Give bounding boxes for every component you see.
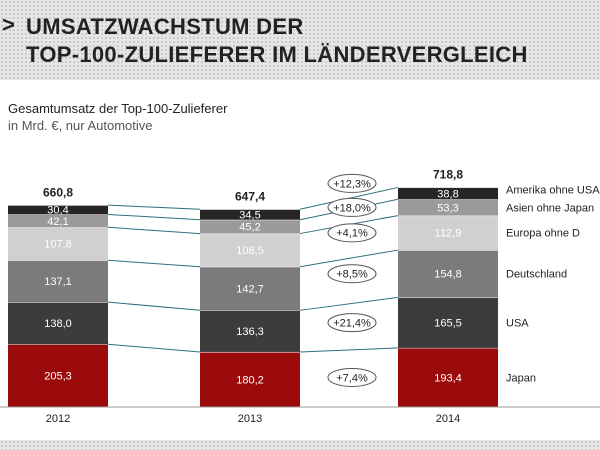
bar-segment — [200, 219, 300, 234]
data-label: 107,8 — [44, 239, 72, 251]
connector-line — [299, 347, 399, 353]
legend-label: Europa ohne D — [506, 228, 580, 240]
chart-title: Gesamtumsatz der Top-100-Zulieferer — [8, 101, 228, 116]
bar-segment — [8, 260, 108, 303]
data-label: 165,5 — [434, 318, 462, 330]
x-tick-label: 2014 — [436, 413, 460, 425]
growth-oval — [327, 313, 377, 333]
bar-segment — [8, 302, 108, 345]
chevron-right-icon: > — [2, 12, 15, 37]
bar-segment — [200, 266, 300, 311]
data-label: 193,4 — [434, 372, 462, 384]
data-label: 136,3 — [236, 326, 264, 338]
connector-line — [107, 213, 201, 221]
page-title-line2: TOP-100-ZULIEFERER IM LÄNDERVERGLEICH — [26, 42, 528, 67]
data-label: 138,0 — [44, 318, 72, 330]
bar-segment — [398, 187, 498, 200]
data-label: 180,2 — [236, 374, 264, 386]
bar-segment — [200, 310, 300, 352]
legend-label: Deutschland — [506, 269, 567, 281]
bar-segment — [8, 344, 108, 407]
connector-line — [107, 301, 201, 311]
total-label: 718,8 — [433, 168, 463, 182]
chart-subtitle: in Mrd. €, nur Automotive — [8, 118, 153, 133]
bar-segment — [200, 209, 300, 220]
growth-label: +21,4% — [333, 318, 371, 330]
data-label: 137,1 — [44, 276, 72, 288]
bar-segment — [8, 214, 108, 228]
connector-line — [299, 249, 399, 268]
growth-label: +7,4% — [336, 372, 368, 384]
bar-segment — [200, 233, 300, 267]
data-label: 30,4 — [47, 205, 68, 217]
data-label: 45,2 — [239, 222, 260, 234]
connector-line — [107, 343, 201, 353]
bar-segment — [200, 351, 300, 407]
growth-oval — [327, 197, 377, 217]
data-label: 38,8 — [437, 188, 458, 200]
data-label: 42,1 — [47, 216, 68, 228]
data-label: 154,8 — [434, 269, 462, 281]
total-label: 660,8 — [43, 185, 73, 199]
growth-label: +18,0% — [333, 202, 371, 214]
total-label: 647,4 — [235, 189, 265, 203]
data-label: 34,5 — [239, 209, 260, 221]
bar-segment — [8, 227, 108, 261]
data-label: 142,7 — [236, 283, 264, 295]
growth-oval — [327, 173, 377, 193]
header-banner: > UMSATZWACHSTUM DER TOP-100-ZULIEFERER … — [0, 0, 600, 80]
data-label: 112,9 — [435, 228, 462, 240]
growth-label: +8,5% — [336, 269, 368, 281]
legend-label: Amerika ohne USA — [506, 184, 600, 196]
legend-label: Asien ohne Japan — [506, 202, 594, 214]
x-tick-label: 2013 — [238, 413, 262, 425]
data-label: 205,3 — [44, 371, 72, 383]
connector-line — [107, 204, 201, 210]
legend-label: Japan — [506, 372, 536, 384]
bar-segment — [398, 297, 498, 348]
x-tick-label: 2012 — [46, 413, 70, 425]
connector-line — [299, 296, 399, 311]
bar-segment — [398, 347, 498, 407]
bar-segment — [398, 199, 498, 216]
growth-label: +4,1% — [336, 228, 368, 240]
growth-label: +12,3% — [333, 178, 371, 190]
growth-oval — [327, 264, 377, 284]
footer-strip — [0, 440, 600, 450]
data-label: 108,5 — [236, 245, 264, 257]
bar-segment — [398, 250, 498, 298]
growth-oval — [327, 367, 377, 387]
connector-line — [107, 226, 201, 235]
legend-label: USA — [506, 318, 529, 330]
bar-segment — [8, 205, 108, 215]
bar-segment — [398, 215, 498, 251]
data-label: 53,3 — [437, 202, 458, 214]
growth-oval — [327, 223, 377, 243]
page-title-line1: UMSATZWACHSTUM DER — [26, 14, 304, 39]
connector-line — [107, 259, 201, 268]
